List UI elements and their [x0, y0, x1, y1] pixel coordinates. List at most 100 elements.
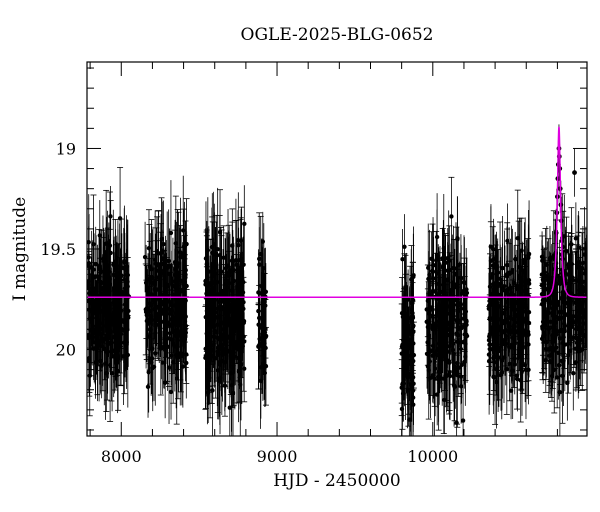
data-point: [259, 340, 265, 345]
data-point: [494, 348, 499, 353]
data-point: [116, 313, 121, 318]
data-point: [559, 358, 565, 364]
data-point: [519, 248, 524, 253]
data-point: [402, 333, 407, 338]
data-point: [500, 265, 505, 271]
data-point: [124, 264, 130, 269]
data-point: [226, 320, 232, 325]
data-point: [119, 326, 124, 331]
data-point: [181, 302, 187, 307]
data-point: [209, 348, 215, 353]
data-point: [508, 388, 514, 393]
data-point: [449, 214, 454, 219]
data-point: [153, 261, 159, 267]
data-point: [208, 319, 213, 324]
data-point: [161, 241, 166, 247]
data-point: [557, 316, 562, 321]
data-point: [513, 256, 518, 262]
data-point: [503, 341, 508, 346]
data-point: [217, 360, 222, 365]
data-point: [145, 286, 151, 292]
data-point: [158, 277, 163, 282]
data-point: [555, 299, 560, 305]
data-point: [496, 355, 502, 360]
data-point: [172, 344, 178, 349]
data-point: [238, 238, 244, 243]
data-point: [229, 354, 235, 360]
data-point: [577, 291, 583, 297]
data-point: [515, 376, 520, 382]
data-point: [239, 339, 244, 345]
axis-ticks-layer: [87, 62, 587, 436]
data-point: [554, 345, 559, 350]
chart-title: OGLE-2025-BLG-0652: [241, 25, 434, 45]
data-point: [519, 369, 525, 374]
data-point: [91, 346, 96, 352]
data-point: [174, 376, 179, 381]
data-point: [104, 310, 109, 316]
data-point: [491, 355, 497, 360]
data-point: [547, 275, 553, 280]
data-point: [167, 271, 172, 277]
data-point: [160, 360, 165, 365]
data-point: [229, 297, 234, 302]
data-point: [231, 329, 237, 334]
data-point: [108, 329, 113, 334]
data-point: [238, 302, 244, 308]
data-point: [258, 378, 263, 384]
data-point: [564, 248, 569, 254]
data-point: [578, 337, 583, 343]
data-point: [502, 283, 507, 289]
data-point: [429, 256, 434, 262]
data-point: [242, 221, 247, 227]
data-point: [411, 273, 416, 278]
data-point: [554, 375, 560, 380]
data-point: [447, 369, 452, 375]
data-point: [582, 271, 587, 276]
data-point: [511, 306, 516, 312]
data-point: [218, 335, 224, 340]
data-point: [511, 317, 517, 322]
data-point: [205, 326, 210, 331]
data-point: [263, 364, 269, 369]
data-point: [405, 388, 410, 393]
data-point: [241, 279, 246, 285]
data-point: [515, 235, 520, 241]
data-point: [560, 373, 565, 379]
data-point: [447, 267, 452, 273]
data-point: [115, 280, 121, 285]
y-tick-label: 19: [56, 139, 76, 158]
data-point: [164, 284, 169, 289]
data-point: [549, 373, 555, 379]
data-point: [166, 365, 172, 370]
data-point: [442, 397, 447, 403]
data-point: [569, 316, 575, 321]
data-point: [487, 316, 493, 322]
data-point: [561, 299, 566, 304]
data-point: [260, 317, 265, 323]
data-point: [542, 296, 547, 301]
data-point: [451, 313, 456, 319]
data-point: [459, 340, 464, 345]
data-point: [525, 287, 530, 292]
data-point: [493, 261, 498, 267]
data-point: [212, 310, 218, 315]
data-point: [540, 258, 545, 263]
x-tick-labels: 8000 9000 10000: [101, 447, 458, 466]
data-point: [502, 337, 508, 343]
data-point: [455, 309, 460, 314]
data-point: [181, 228, 186, 233]
data-point: [93, 360, 98, 365]
data-point: [544, 262, 550, 268]
data-point: [97, 338, 103, 344]
data-point: [405, 297, 411, 302]
data-point: [400, 257, 405, 262]
data-point: [226, 335, 231, 340]
data-point: [260, 239, 265, 244]
data-point: [263, 303, 268, 308]
data-point: [233, 258, 238, 263]
data-point: [572, 170, 577, 175]
data-point: [434, 256, 440, 261]
data-point: [440, 256, 445, 261]
data-point: [430, 289, 435, 294]
